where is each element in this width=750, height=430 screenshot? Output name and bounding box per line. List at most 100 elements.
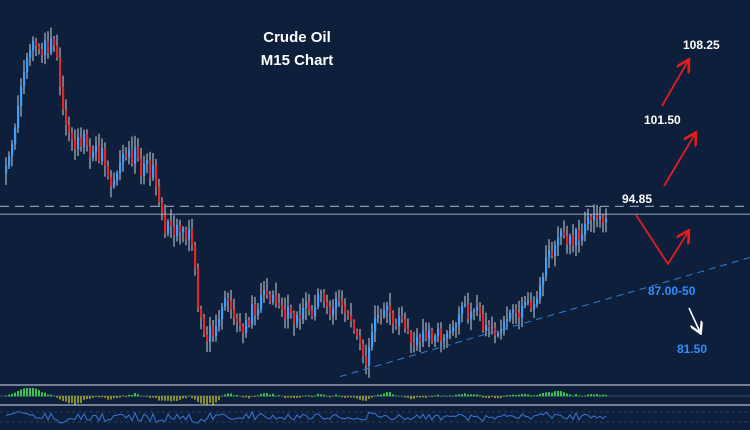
candle-bull [287, 306, 290, 319]
candle-bear [389, 305, 392, 313]
histogram-bar [194, 396, 196, 400]
candle-bear [326, 301, 329, 307]
candle-bear [62, 86, 65, 110]
histogram-bar [518, 394, 520, 397]
candle-bear [392, 312, 395, 324]
candle-bear [518, 312, 521, 318]
histogram-bar [572, 395, 574, 397]
candle-bull [17, 105, 20, 128]
histogram-bar [542, 392, 544, 397]
candle-bull [26, 57, 29, 73]
candle-bull [512, 309, 515, 313]
histogram-bar [323, 394, 325, 397]
histogram-bar [377, 394, 379, 397]
candle-bull [14, 127, 17, 145]
histogram-bar [32, 388, 34, 397]
histogram-bar [482, 396, 484, 398]
histogram-bar [8, 394, 10, 397]
candle-bear [401, 316, 404, 319]
candle-bull [560, 231, 563, 238]
candle-bear [284, 309, 287, 319]
candle-bear [110, 176, 113, 187]
histogram-bar [20, 389, 22, 397]
candle-bear [269, 294, 272, 302]
histogram-bar [548, 392, 550, 397]
histogram-bar [560, 390, 562, 397]
candle-bull [491, 327, 494, 329]
candle-bear [362, 344, 365, 357]
candle-bear [323, 292, 326, 302]
candle-bear [80, 137, 83, 147]
histogram-bar [284, 396, 286, 399]
histogram-bar [374, 395, 376, 397]
histogram-bar [224, 394, 226, 397]
candle-bull [224, 298, 227, 307]
histogram-bar [254, 396, 256, 397]
histogram-bar [233, 395, 235, 397]
histogram-bar [437, 394, 439, 397]
histogram-bar [14, 392, 16, 397]
candle-bear [419, 336, 422, 342]
candle-bear [236, 317, 239, 323]
oscillator-line [5, 410, 607, 424]
histogram-bar [590, 394, 592, 397]
candle-bull [50, 38, 53, 53]
histogram-bar [113, 396, 115, 399]
histogram-bar [56, 396, 58, 398]
candle-bear [410, 332, 413, 343]
histogram-bar [521, 393, 523, 397]
candle-bear [431, 329, 434, 342]
histogram-bar [554, 391, 556, 397]
histogram-bar [236, 395, 238, 397]
candle-bull [8, 156, 11, 167]
candle-bear [170, 221, 173, 227]
histogram-bar [314, 395, 316, 397]
candle-bear [578, 229, 581, 241]
histogram-bar [515, 394, 517, 397]
candle-bull [587, 216, 590, 224]
histogram-bar [35, 388, 37, 397]
candle-bull [320, 292, 323, 294]
histogram-bar [602, 394, 604, 397]
candle-bull [599, 216, 602, 219]
candle-bull [461, 305, 464, 315]
candle-bull [377, 315, 380, 318]
candle-bear [308, 301, 311, 311]
candle-bull [128, 149, 131, 158]
histogram-bar [539, 393, 541, 397]
candle-bull [584, 223, 587, 235]
candle-bull [83, 133, 86, 147]
histogram-bar [218, 396, 220, 401]
candle-bull [272, 294, 275, 302]
histogram-bar [242, 396, 244, 398]
histogram-bar [185, 396, 187, 399]
histogram-bar [320, 394, 322, 397]
candle-bear [467, 304, 470, 319]
histogram-bar [386, 392, 388, 397]
histogram-bar [512, 394, 514, 397]
candle-bull [122, 154, 125, 163]
histogram-bar [272, 393, 274, 397]
histogram-bar [422, 396, 424, 398]
candle-bull [548, 250, 551, 258]
histogram-bar [293, 396, 295, 399]
histogram-bar [302, 396, 304, 397]
candle-bull [143, 163, 146, 176]
histogram-bar [209, 396, 211, 403]
candle-bear [347, 312, 350, 316]
candle-bear [185, 228, 188, 240]
candle-bear [212, 326, 215, 336]
histogram-bar [575, 394, 577, 397]
candle-bull [263, 289, 266, 295]
candle-bull [302, 308, 305, 319]
downside-arrow-81-50 [688, 307, 700, 332]
chart-title-line1: Crude Oil [263, 29, 331, 46]
histogram-bar [179, 396, 181, 400]
candle-bear [68, 125, 71, 133]
histogram-bar [581, 395, 583, 397]
histogram-bar [563, 392, 565, 397]
candle-bull [260, 294, 263, 310]
histogram-bar [200, 396, 202, 404]
histogram-bar [227, 393, 229, 397]
candle-bull [473, 310, 476, 312]
